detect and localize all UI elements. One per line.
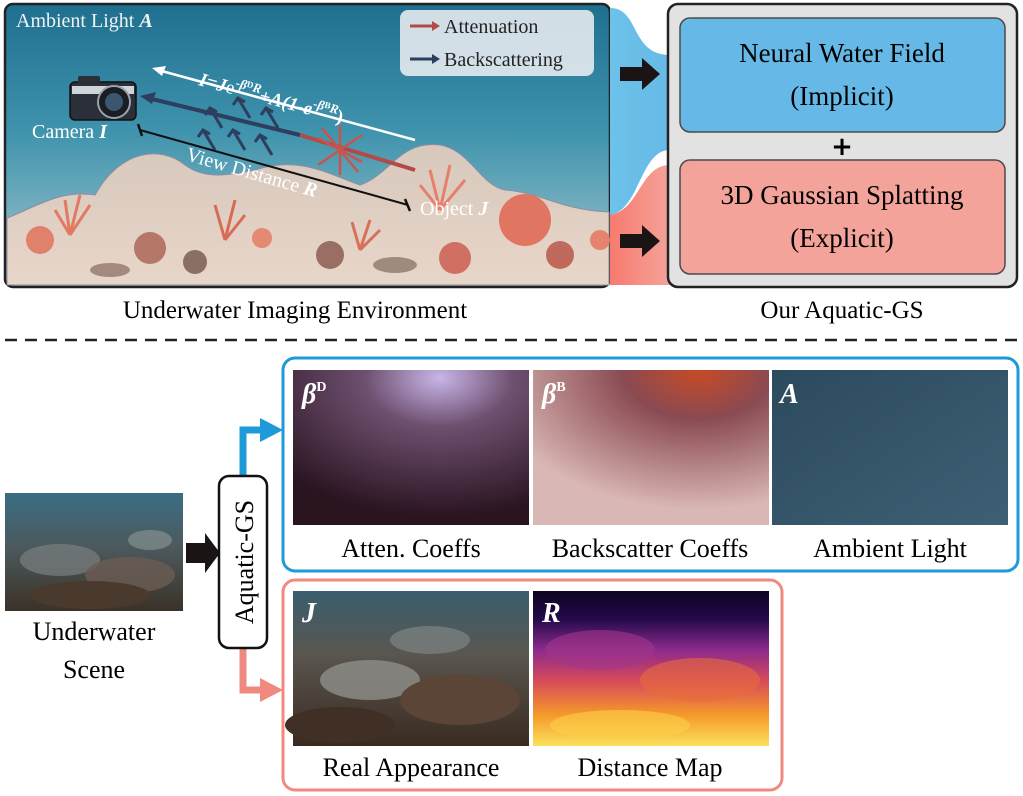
legend: Attenuation Backscattering (400, 10, 594, 76)
svg-text:Camera I: Camera I (32, 121, 108, 143)
view-distance-line (139, 129, 409, 206)
svg-text:Ambient Light A: Ambient Light A (16, 10, 153, 32)
neural-water-field-box (679, 17, 1006, 133)
real-appearance-caption: Real Appearance (323, 753, 500, 782)
atten-coeffs-image (293, 370, 529, 525)
distance-map-caption: Distance Map (577, 753, 722, 782)
input-label-line1: Underwater (33, 617, 156, 646)
water-band (610, 8, 670, 215)
svg-text:Object J: Object J (420, 198, 489, 220)
coral-group (26, 164, 610, 277)
backscatter-caption: Backscatter Coeffs (552, 534, 749, 563)
arrow-to-implicit (620, 58, 660, 90)
ambient-symbol: A (778, 379, 799, 410)
real-appearance-image (285, 591, 529, 746)
backscatter-arrows (196, 96, 280, 156)
method-caption: Our Aquatic-GS (760, 297, 923, 324)
explicit-subtitle: (Explicit) (790, 223, 893, 253)
legend-attenuation: Attenuation (444, 16, 538, 38)
arrow-to-model (186, 533, 220, 573)
water-branch (239, 426, 262, 478)
object-label: Object (420, 198, 474, 220)
arrow-to-explicit (620, 225, 660, 257)
real-appearance-symbol: J (301, 598, 317, 629)
imaging-environment-panel: Ambient Light A Camera I Object J I=Je-β… (3, 2, 612, 289)
gaussian-band (610, 165, 670, 285)
legend-backscattering: Backscattering (444, 49, 563, 71)
backscatter-ray (147, 96, 301, 137)
distance-map-symbol: R (541, 598, 561, 629)
equation-arrow (157, 68, 416, 142)
atten-caption: Atten. Coeffs (341, 534, 481, 563)
distance-map-image (533, 591, 769, 746)
aquatic-gs-method-box: Neural Water Field (Implicit) + 3D Gauss… (666, 2, 1019, 289)
input-label-line2: Scene (63, 655, 125, 684)
atten-symbol: βD (301, 379, 326, 410)
camera-label: Camera (32, 121, 94, 143)
backscatter-symbol: βB (541, 379, 566, 410)
gaussian-splatting-box (679, 159, 1006, 275)
aquatic-gs-model-label: Aquatic-GS (230, 500, 259, 624)
aquatic-gs-model-box (217, 474, 269, 650)
object-branch (239, 645, 262, 694)
ambient-light-image (772, 370, 1008, 525)
camera-icon (69, 76, 137, 121)
attenuation-ray (299, 133, 416, 172)
equation-arrowhead (152, 66, 166, 76)
scatter-star (317, 125, 363, 175)
implicit-subtitle: (Implicit) (790, 81, 893, 111)
ambient-light-symbol: A (137, 10, 152, 32)
plus-sign: + (831, 132, 853, 162)
underwater-scene-image (5, 493, 183, 611)
object-symbol: J (477, 198, 489, 220)
environment-caption: Underwater Imaging Environment (123, 297, 467, 324)
backscatter-coeffs-image (533, 370, 769, 525)
explicit-title: 3D Gaussian Splatting (721, 180, 964, 210)
camera-symbol: I (98, 121, 108, 143)
ambient-caption: Ambient Light (813, 534, 968, 563)
view-distance-symbol: R (300, 177, 320, 202)
ambient-light-label: Ambient Light (16, 10, 135, 32)
implicit-title: Neural Water Field (739, 38, 945, 68)
